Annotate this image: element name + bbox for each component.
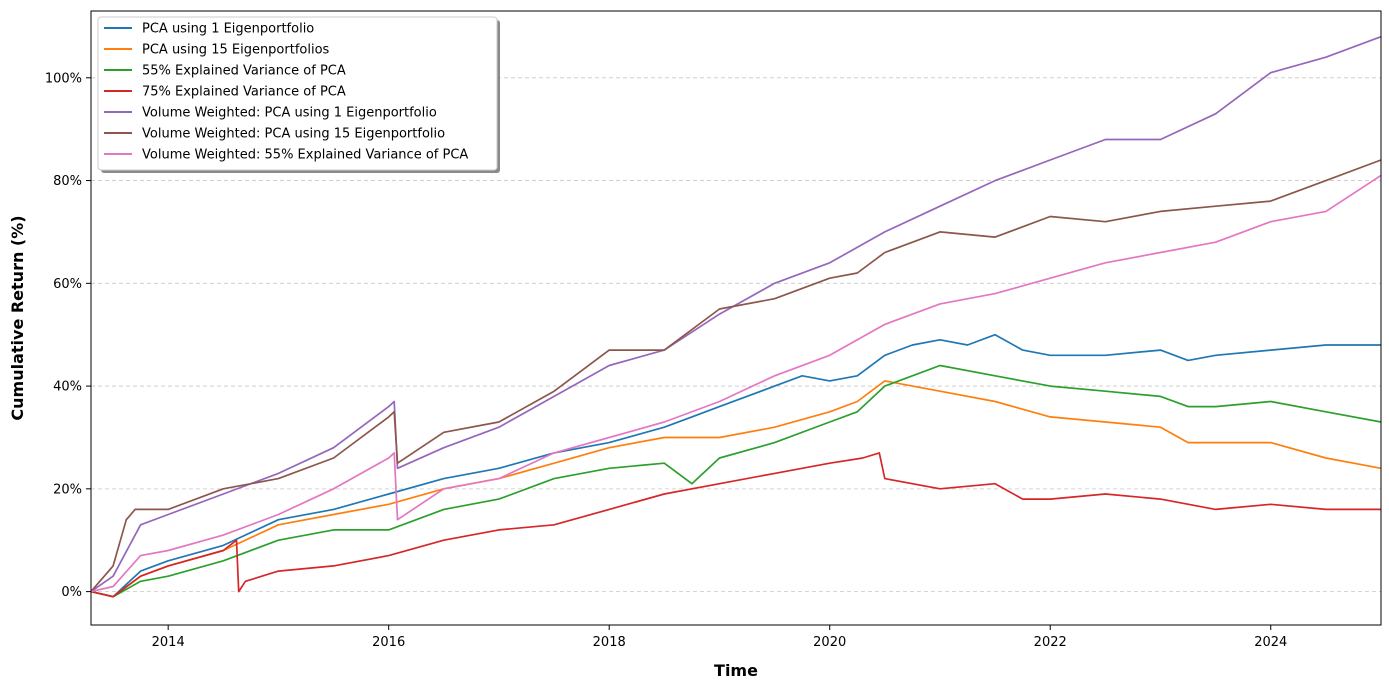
x-tick-label-1: 2016 — [372, 635, 405, 650]
legend-entry-1: PCA using 15 Eigenportfolios — [142, 43, 330, 58]
x-axis-label: Time — [714, 661, 758, 680]
y-tick-label-0: 0% — [61, 585, 82, 600]
legend-entry-5: Volume Weighted: PCA using 15 Eigenportf… — [142, 127, 445, 142]
y-tick-label-4: 80% — [53, 174, 82, 189]
y-axis-label: Cumulative Return (%) — [8, 215, 27, 420]
legend-entry-6: Volume Weighted: 55% Explained Variance … — [142, 148, 468, 163]
series-line-0 — [90, 333, 1381, 598]
legend-box — [97, 16, 498, 171]
series-line-3 — [90, 452, 1381, 598]
legend-entry-0: PCA using 1 Eigenportfolio — [142, 22, 314, 37]
y-tick-label-1: 20% — [53, 482, 82, 497]
x-tick-label-4: 2022 — [1034, 635, 1067, 650]
legend: PCA using 1 Eigenportfolio PCA using 15 E… — [97, 16, 500, 173]
x-tick-label-0: 2014 — [152, 635, 185, 650]
x-tick-label-3: 2020 — [813, 635, 846, 650]
y-tick-label-2: 40% — [53, 380, 82, 395]
legend-entry-4: Volume Weighted: PCA using 1 Eigenportfo… — [142, 106, 437, 121]
series-lines — [90, 35, 1382, 598]
y-axis-ticks: 0% 20% 40% 60% 80% 100% — [45, 71, 91, 600]
x-tick-label-2: 2018 — [593, 635, 626, 650]
legend-entry-3: 75% Explained Variance of PCA — [142, 85, 346, 100]
y-tick-label-3: 60% — [53, 277, 82, 292]
y-tick-label-5: 100% — [45, 71, 82, 86]
plot-frame — [90, 10, 1382, 626]
series-line-6 — [90, 174, 1382, 593]
gridlines — [91, 77, 1381, 593]
legend-entry-2: 55% Explained Variance of PCA — [142, 64, 346, 79]
series-line-5 — [90, 159, 1382, 593]
series-line-2 — [90, 364, 1382, 598]
x-axis-ticks: 2014 2016 2018 2020 2022 2024 — [152, 625, 1287, 650]
series-line-1 — [90, 380, 1382, 598]
x-tick-label-5: 2024 — [1254, 635, 1287, 650]
